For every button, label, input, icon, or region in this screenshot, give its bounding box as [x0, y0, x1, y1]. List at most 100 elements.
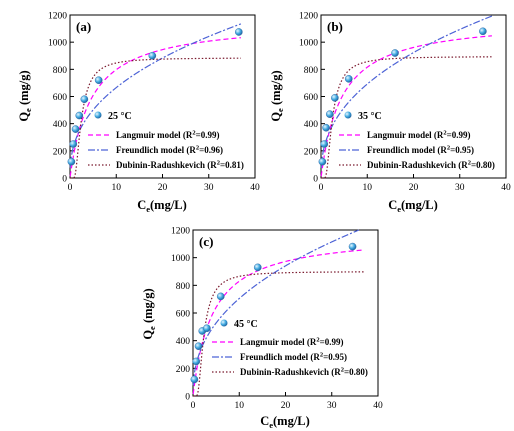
legend-label: Langmuir model (R2=0.99) [116, 130, 219, 141]
y-tick-label: 200 [176, 365, 191, 375]
y-tick-label: 0 [62, 175, 67, 185]
x-tick-label: 40 [501, 183, 511, 193]
legend-label: Dubinin-Radushkevich (R2=0.80) [240, 367, 368, 378]
fit-curves [69, 23, 242, 179]
fit-curve-freundlich [192, 229, 360, 386]
data-point [194, 342, 203, 351]
fit-curve-dr [70, 57, 241, 179]
x-axis-label: Ce(mg/L) [137, 198, 187, 214]
y-tick-label: 1000 [48, 39, 67, 49]
y-tick-label: 200 [53, 147, 68, 157]
data-point [75, 111, 84, 120]
data-point [216, 292, 225, 301]
y-tick-label: 600 [304, 93, 319, 103]
y-tick-label: 1200 [48, 12, 67, 22]
y-tick-label: 400 [176, 337, 191, 347]
x-tick-label: 30 [327, 401, 337, 411]
legend: Langmuir model (R2=0.99) Freundlich model… [339, 130, 495, 171]
data-point [94, 76, 103, 84]
data-point [322, 123, 330, 132]
temp-label: 45 °C [234, 319, 258, 330]
y-tick-label: 600 [53, 93, 68, 103]
data-points [318, 27, 487, 166]
y-tick-label: 200 [304, 147, 319, 157]
y-tick-label: 1000 [171, 254, 190, 264]
fit-curve-freundlich [320, 15, 493, 168]
temp-label: 35 °C [358, 111, 382, 122]
data-point [320, 140, 329, 148]
y-tick-label: 400 [53, 120, 68, 130]
data-point [203, 324, 211, 333]
y-tick-label: 1200 [171, 227, 190, 237]
temp-annotation: 25 °C [94, 111, 132, 122]
x-axis-label: Ce(mg/L) [260, 414, 310, 430]
x-tick-label: 30 [455, 183, 465, 193]
y-axis-label: Qe (mg/g) [141, 288, 157, 339]
legend-label: Dubinin-Radushkevich (R2=0.80) [367, 160, 495, 171]
y-axis-label: Qe (mg/g) [269, 70, 285, 121]
legend-label: Langmuir model (R2=0.99) [367, 130, 470, 141]
y-tick-label: 800 [304, 66, 319, 76]
fit-curve-freundlich [69, 23, 242, 168]
fit-curve-dr [193, 271, 364, 397]
data-point [325, 110, 334, 118]
legend: Langmuir model (R2=0.99) Freundlich model… [212, 337, 368, 378]
data-point [71, 125, 80, 133]
x-tick-label: 0 [319, 183, 324, 193]
temp-marker [344, 111, 352, 119]
data-points [190, 242, 357, 384]
legend: Langmuir model (R2=0.99) Freundlich model… [88, 130, 244, 171]
data-point [344, 75, 353, 83]
data-point [348, 242, 357, 251]
legend-label: Freundlich model (R2=0.95) [367, 145, 474, 156]
x-axis-label: Ce(mg/L) [388, 198, 438, 214]
data-point [80, 95, 89, 104]
panel-label: (a) [76, 19, 91, 34]
data-point [331, 94, 339, 102]
temp-annotation: 45 °C [220, 319, 258, 330]
x-tick-label: 20 [409, 183, 419, 193]
x-tick-label: 0 [191, 401, 196, 411]
fit-curve-langmuir [69, 37, 241, 177]
x-tick-label: 10 [235, 401, 245, 411]
legend-label: Freundlich model (R2=0.96) [116, 145, 223, 156]
temp-marker [220, 319, 228, 327]
data-point [69, 140, 78, 148]
temp-annotation: 35 °C [344, 111, 382, 122]
y-tick-label: 1000 [299, 39, 318, 49]
y-axis-label: Qe (mg/g) [17, 70, 33, 121]
x-tick-label: 10 [363, 183, 373, 193]
data-point [190, 375, 199, 384]
y-tick-label: 1200 [299, 12, 318, 22]
x-tick-label: 40 [250, 183, 260, 193]
y-tick-label: 0 [185, 393, 190, 403]
x-tick-label: 20 [158, 183, 168, 193]
x-tick-label: 30 [204, 183, 214, 193]
legend-label: Dubinin-Radushkevich (R2=0.81) [116, 160, 244, 171]
temp-marker [94, 111, 102, 119]
data-point [67, 157, 76, 166]
legend-label: Freundlich model (R2=0.95) [240, 352, 347, 363]
temp-label: 25 °C [108, 111, 132, 122]
data-point [479, 27, 487, 36]
x-tick-label: 0 [68, 183, 73, 193]
y-tick-label: 600 [176, 310, 191, 320]
fit-curve-dr [321, 56, 492, 179]
data-point [253, 263, 262, 272]
data-points [67, 28, 243, 166]
legend-label: Langmuir model (R2=0.99) [240, 337, 343, 348]
data-point [235, 28, 243, 36]
data-point [391, 49, 399, 57]
fit-curve-langmuir [320, 35, 492, 177]
data-point [148, 51, 157, 60]
y-tick-label: 800 [53, 66, 68, 76]
data-point [318, 157, 327, 166]
y-tick-label: 400 [304, 120, 319, 130]
x-tick-label: 40 [373, 401, 383, 411]
